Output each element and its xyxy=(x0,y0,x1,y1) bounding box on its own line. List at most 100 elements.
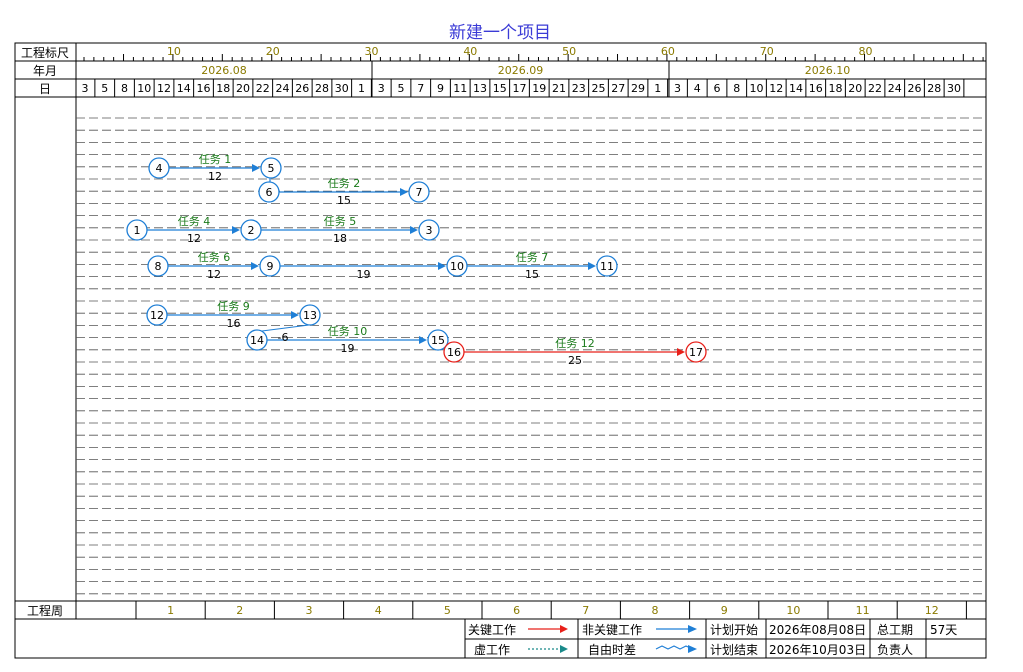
week-label: 9 xyxy=(721,604,728,617)
day-label: 26 xyxy=(295,82,309,95)
node-circle xyxy=(146,304,168,326)
plan-end-value: 2026年10月03日 xyxy=(769,643,866,657)
day-label: 28 xyxy=(927,82,941,95)
scale-label: 50 xyxy=(562,45,576,58)
node-circle xyxy=(246,329,268,351)
week-label: 7 xyxy=(582,604,589,617)
node-label: 14 xyxy=(250,334,264,347)
plan-start-value: 2026年08月08日 xyxy=(769,623,866,637)
day-label: 5 xyxy=(398,82,405,95)
day-label: 3 xyxy=(378,82,385,95)
node-label: 15 xyxy=(431,334,445,347)
task-name: 任务 10 xyxy=(328,325,368,338)
legend-critical-arrow xyxy=(560,625,568,633)
day-label: 20 xyxy=(236,82,250,95)
day-label: 15 xyxy=(493,82,507,95)
day-label: 28 xyxy=(315,82,329,95)
scale-label: 60 xyxy=(661,45,675,58)
day-row-label: 日 xyxy=(39,82,51,96)
node-circle xyxy=(259,255,281,277)
day-label: 5 xyxy=(101,82,108,95)
free-float-link xyxy=(261,324,310,332)
task-name: 任务 12 xyxy=(555,337,595,350)
owner-label: 负责人 xyxy=(877,643,913,657)
day-label: 30 xyxy=(335,82,349,95)
node-label: 3 xyxy=(426,224,433,237)
day-label: 12 xyxy=(769,82,783,95)
day-label: 10 xyxy=(137,82,151,95)
node-circle xyxy=(240,219,262,241)
task-duration: 19 xyxy=(357,268,371,281)
week-label: 11 xyxy=(856,604,870,617)
task-arrow-head xyxy=(291,311,299,319)
day-label: 27 xyxy=(611,82,625,95)
day-label: 20 xyxy=(848,82,862,95)
node-label: 11 xyxy=(600,260,614,273)
day-label: 21 xyxy=(552,82,566,95)
task-duration: 12 xyxy=(187,232,201,245)
day-label: 22 xyxy=(868,82,882,95)
plan-end-label: 计划结束 xyxy=(710,643,758,657)
node-label: 5 xyxy=(268,162,275,175)
day-label: 22 xyxy=(256,82,270,95)
legend-float-label: 自由时差 xyxy=(588,643,636,657)
node-circle xyxy=(147,255,169,277)
task-arrow-head xyxy=(677,348,685,356)
week-label: 3 xyxy=(306,604,313,617)
year-month-row-label: 年月 xyxy=(33,64,57,78)
month-label: 2026.09 xyxy=(498,64,544,77)
task-name: 任务 9 xyxy=(217,300,250,313)
day-label: 9 xyxy=(437,82,444,95)
day-label: 23 xyxy=(572,82,586,95)
scale-label: 70 xyxy=(760,45,774,58)
task-name: 任务 1 xyxy=(199,153,232,166)
scale-label: 10 xyxy=(167,45,181,58)
task-duration: 15 xyxy=(525,268,539,281)
day-label: 29 xyxy=(631,82,645,95)
legend-float-line xyxy=(655,645,689,650)
node-label: 17 xyxy=(689,346,703,359)
day-label: 19 xyxy=(532,82,546,95)
node-circle xyxy=(427,329,449,351)
month-label: 2026.08 xyxy=(201,64,247,77)
task-duration: 16 xyxy=(227,317,241,330)
legend-critical-label: 关键工作 xyxy=(468,623,516,637)
task-name: 任务 5 xyxy=(324,215,357,228)
scale-label: 20 xyxy=(266,45,280,58)
legend-noncritical-arrow xyxy=(688,625,697,633)
total-duration-value: 57天 xyxy=(930,623,957,637)
node-label: 6 xyxy=(266,186,273,199)
task-arrow-head xyxy=(400,188,408,196)
task-arrow-head xyxy=(588,262,596,270)
day-label: 1 xyxy=(654,82,661,95)
week-label: 8 xyxy=(652,604,659,617)
day-label: 11 xyxy=(453,82,467,95)
node-circle xyxy=(299,304,321,326)
legend-float-arrow xyxy=(688,645,697,653)
day-label: 16 xyxy=(809,82,823,95)
day-label: 10 xyxy=(750,82,764,95)
task-name: 任务 6 xyxy=(198,251,231,264)
plan-start-label: 计划开始 xyxy=(710,623,758,637)
node-circle xyxy=(148,157,170,179)
week-label: 1 xyxy=(167,604,174,617)
task-arrow-head xyxy=(251,262,259,270)
node-label: 13 xyxy=(303,309,317,322)
task-arrow-head xyxy=(410,226,418,234)
day-label: 8 xyxy=(733,82,740,95)
node-label: 16 xyxy=(447,346,461,359)
node-circle xyxy=(685,341,707,363)
task-arrow-head xyxy=(438,262,446,270)
week-label: 10 xyxy=(786,604,800,617)
legend-dummy-arrow xyxy=(560,645,568,653)
week-label: 2 xyxy=(236,604,243,617)
legend-noncritical-label: 非关键工作 xyxy=(582,623,642,637)
day-label: 8 xyxy=(121,82,128,95)
week-label: 5 xyxy=(444,604,451,617)
node-circle xyxy=(260,157,282,179)
node-label: 7 xyxy=(416,186,423,199)
week-label: 4 xyxy=(375,604,382,617)
scale-label: 30 xyxy=(365,45,379,58)
month-label: 2026.10 xyxy=(805,64,851,77)
